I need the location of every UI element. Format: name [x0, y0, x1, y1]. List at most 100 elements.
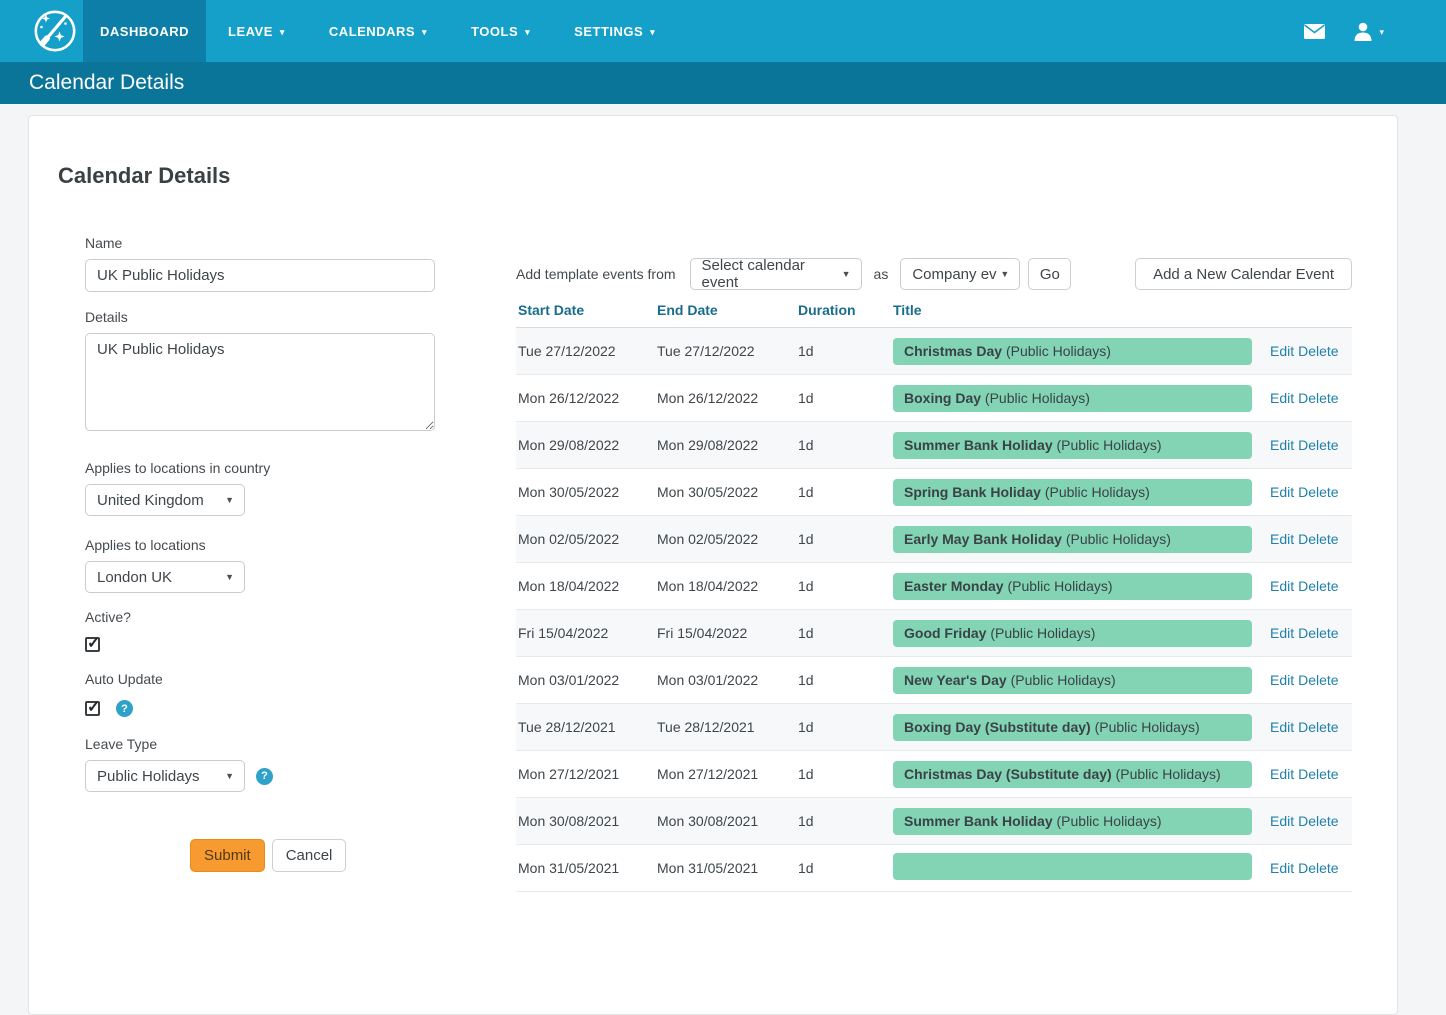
- edit-link[interactable]: Edit: [1270, 484, 1295, 500]
- as-label: as: [873, 266, 889, 282]
- locations-select-value: London UK: [97, 568, 173, 586]
- event-actions: Edit Delete: [1270, 625, 1357, 641]
- nav-item-tools[interactable]: TOOLS ▾: [471, 23, 531, 39]
- column-header-duration[interactable]: Duration: [798, 302, 856, 318]
- leave-type-select[interactable]: Public Holidays ▼: [85, 760, 245, 792]
- edit-link[interactable]: Edit: [1270, 766, 1295, 782]
- active-checkbox[interactable]: ✓: [85, 635, 100, 652]
- edit-link[interactable]: Edit: [1270, 813, 1295, 829]
- edit-link[interactable]: Edit: [1270, 860, 1295, 876]
- event-title: Good Friday: [904, 624, 987, 641]
- delete-link[interactable]: Delete: [1298, 578, 1339, 594]
- auto-update-help-icon[interactable]: ?: [116, 700, 133, 717]
- event-end-date: Mon 30/05/2022: [657, 484, 759, 500]
- delete-link[interactable]: Delete: [1298, 437, 1339, 453]
- column-header-start-date[interactable]: Start Date: [518, 302, 585, 318]
- app-logo[interactable]: [0, 0, 83, 62]
- go-button[interactable]: Go: [1028, 258, 1072, 290]
- leave-type-help-icon[interactable]: ?: [256, 767, 273, 785]
- mail-icon[interactable]: [1304, 23, 1326, 39]
- delete-link[interactable]: Delete: [1298, 719, 1339, 735]
- event-end-date: Mon 02/05/2022: [657, 531, 759, 547]
- country-select[interactable]: United Kingdom ▼: [85, 484, 245, 516]
- chevron-down-icon: ▾: [1379, 26, 1384, 37]
- event-category: (Public Holidays): [1007, 577, 1113, 594]
- event-start-date: Mon 18/04/2022: [518, 578, 620, 594]
- event-type-select[interactable]: Company ev ▼: [900, 258, 1021, 290]
- event-title: Boxing Day (Substitute day): [904, 718, 1091, 735]
- event-actions: Edit Delete: [1270, 390, 1357, 406]
- event-category: (Public Holidays): [1056, 812, 1162, 829]
- edit-link[interactable]: Edit: [1270, 672, 1295, 688]
- chevron-down-icon: ▼: [225, 495, 234, 505]
- delete-link[interactable]: Delete: [1298, 531, 1339, 547]
- edit-link[interactable]: Edit: [1270, 390, 1295, 406]
- details-textarea[interactable]: UK Public Holidays: [85, 333, 435, 431]
- delete-link[interactable]: Delete: [1298, 766, 1339, 782]
- event-title: Spring Bank Holiday: [904, 483, 1041, 500]
- edit-link[interactable]: Edit: [1270, 531, 1295, 547]
- submit-button[interactable]: Submit: [190, 839, 265, 872]
- delete-link[interactable]: Delete: [1298, 625, 1339, 641]
- delete-link[interactable]: Delete: [1298, 484, 1339, 500]
- event-row: Tue 28/12/2021 Tue 28/12/2021 1d Boxing Day…: [516, 704, 1352, 751]
- event-actions: Edit Delete: [1270, 343, 1357, 359]
- calendar-form: Name Details UK Public Holidays Applies …: [85, 235, 435, 892]
- event-actions: Edit Delete: [1270, 766, 1357, 782]
- add-template-label: Add template events from: [516, 266, 676, 282]
- event-actions: Edit Delete: [1270, 484, 1357, 500]
- nav-item-dashboard[interactable]: DASHBOARD: [83, 0, 206, 62]
- delete-link[interactable]: Delete: [1298, 343, 1339, 359]
- nav-item-leave[interactable]: LEAVE ▾: [228, 23, 285, 39]
- nav-item-settings[interactable]: SETTINGS ▾: [574, 23, 656, 39]
- events-table-body: Tue 27/12/2022 Tue 27/12/2022 1d Christmas …: [516, 328, 1352, 892]
- locations-label: Applies to locations: [85, 537, 206, 553]
- page-header: Calendar Details: [0, 62, 1446, 104]
- add-new-calendar-event-button[interactable]: Add a New Calendar Event: [1135, 258, 1352, 290]
- edit-link[interactable]: Edit: [1270, 437, 1295, 453]
- event-duration: 1d: [798, 672, 814, 688]
- delete-link[interactable]: Delete: [1298, 813, 1339, 829]
- edit-link[interactable]: Edit: [1270, 719, 1295, 735]
- edit-link[interactable]: Edit: [1270, 578, 1295, 594]
- nav-item-calendars[interactable]: CALENDARS ▾: [328, 23, 428, 39]
- check-icon: ✓: [87, 635, 101, 652]
- locations-select[interactable]: London UK ▼: [85, 561, 245, 593]
- edit-link[interactable]: Edit: [1270, 343, 1295, 359]
- auto-update-label: Auto Update: [85, 671, 163, 687]
- cancel-button[interactable]: Cancel: [271, 839, 347, 872]
- event-category: (Public Holidays): [990, 624, 1096, 641]
- delete-link[interactable]: Delete: [1298, 672, 1339, 688]
- event-title: Christmas Day: [904, 342, 1003, 359]
- event-title: Christmas Day (Substitute day): [904, 765, 1112, 782]
- template-event-select[interactable]: Select calendar event ▼: [689, 257, 862, 291]
- event-start-date: Mon 30/05/2022: [518, 484, 620, 500]
- country-select-value: United Kingdom: [97, 491, 204, 509]
- delete-link[interactable]: Delete: [1298, 390, 1339, 406]
- page-title: Calendar Details: [29, 71, 185, 94]
- event-end-date: Fri 15/04/2022: [657, 625, 748, 641]
- event-duration: 1d: [798, 719, 814, 735]
- event-start-date: Mon 26/12/2022: [518, 390, 620, 406]
- event-row: Fri 15/04/2022 Fri 15/04/2022 1d Good Frida…: [516, 610, 1352, 657]
- event-start-date: Mon 02/05/2022: [518, 531, 620, 547]
- user-menu[interactable]: ▾: [1353, 21, 1384, 41]
- country-label: Applies to locations in country: [85, 460, 271, 476]
- event-duration: 1d: [798, 343, 814, 359]
- event-title-badge: Christmas Day (Public Holidays): [893, 337, 1252, 365]
- delete-link[interactable]: Delete: [1298, 860, 1339, 876]
- column-header-end-date[interactable]: End Date: [657, 302, 718, 318]
- event-title: Boxing Day: [904, 389, 982, 406]
- chevron-down-icon: ▼: [225, 771, 234, 781]
- event-duration: 1d: [798, 860, 814, 876]
- event-title-badge: New Year's Day (Public Holidays): [893, 666, 1252, 694]
- details-label: Details: [85, 309, 128, 325]
- name-input[interactable]: [85, 259, 435, 292]
- chevron-down-icon: ▾: [279, 26, 285, 37]
- name-label: Name: [85, 235, 123, 251]
- active-label: Active?: [85, 609, 131, 625]
- edit-link[interactable]: Edit: [1270, 625, 1295, 641]
- event-row: Mon 02/05/2022 Mon 02/05/2022 1d Early May …: [516, 516, 1352, 563]
- column-header-title[interactable]: Title: [893, 302, 922, 318]
- auto-update-checkbox[interactable]: ✓: [85, 699, 100, 716]
